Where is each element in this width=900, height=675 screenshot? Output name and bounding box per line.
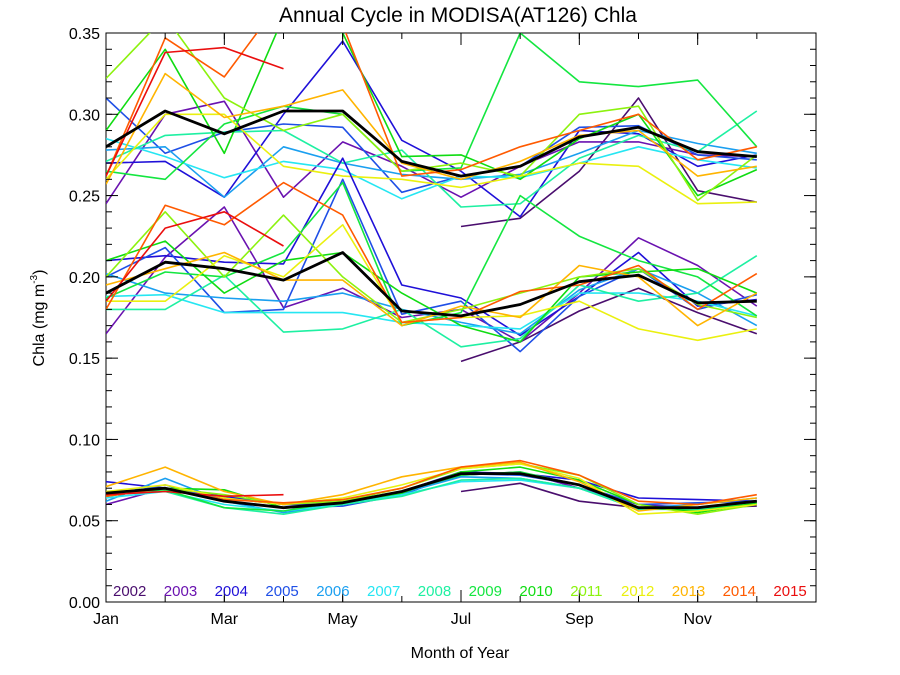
legend-label-2002: 2002 xyxy=(113,583,146,600)
axes: Jan Mar May Jul Sep Nov 0.00 0.05 0.10 0.15 0.20 0.… xyxy=(69,26,817,628)
legend-label-2012: 2012 xyxy=(621,583,654,600)
x-tick-label: Sep xyxy=(565,611,594,628)
series-line-15 xyxy=(106,109,757,178)
y-axis-label-close: ) xyxy=(31,270,48,275)
series-line-14 xyxy=(106,46,284,177)
series-line-11 xyxy=(106,113,757,205)
series-line-2 xyxy=(106,100,757,205)
legend-label-2008: 2008 xyxy=(418,583,451,600)
x-tick-label: Mar xyxy=(211,611,239,628)
y-tick-label: 0.25 xyxy=(69,189,100,206)
legend-label-2013: 2013 xyxy=(672,583,705,600)
legend-label-2011: 2011 xyxy=(570,583,602,600)
x-tick-label: Jan xyxy=(93,611,119,628)
legend-label-2007: 2007 xyxy=(367,583,400,600)
series-line-42 xyxy=(106,461,757,512)
series-line-22 xyxy=(106,255,758,348)
legend-label-2010: 2010 xyxy=(519,583,552,600)
series-line-28 xyxy=(106,181,758,324)
x-axis-label: Month of Year xyxy=(411,645,510,662)
chart-title: Annual Cycle in MODISA(AT126) Chla xyxy=(279,4,637,27)
series-lines xyxy=(106,33,758,516)
y-tick-label: 0.30 xyxy=(69,107,100,124)
y-tick-label: 0.10 xyxy=(69,432,100,449)
series-line-30 xyxy=(106,251,757,318)
series-line-13 xyxy=(106,33,757,177)
legend-label-2003: 2003 xyxy=(164,583,197,600)
legend-label-2004: 2004 xyxy=(215,583,248,600)
series-line-23 xyxy=(106,181,758,327)
y-tick-label: 0.35 xyxy=(69,26,100,43)
series-line-6 xyxy=(106,137,757,200)
y-axis-label: Chla (mg m-3) xyxy=(29,270,48,367)
legend-label-2014: 2014 xyxy=(723,583,756,600)
y-axis-label-main: Chla (mg m xyxy=(31,284,48,367)
y-tick-label: 0.15 xyxy=(69,351,100,368)
legend-label-2005: 2005 xyxy=(265,583,298,600)
legend-label-2006: 2006 xyxy=(316,583,349,600)
x-tick-label: Jul xyxy=(451,611,471,628)
series-line-9 xyxy=(106,33,758,197)
legend-label-2015: 2015 xyxy=(773,583,806,600)
legend: 2002 2003 2004 2005 2006 2007 2008 2009 2010 2011… xyxy=(113,583,807,600)
series-line-45 xyxy=(106,472,757,510)
x-tick-label: Nov xyxy=(683,611,711,628)
series-line-29 xyxy=(106,211,284,302)
y-tick-label: 0.20 xyxy=(69,270,100,287)
series-line-18 xyxy=(106,157,757,337)
series-line-12 xyxy=(106,72,757,185)
series-line-16 xyxy=(460,287,758,363)
series-line-21 xyxy=(106,292,757,330)
y-tick-label: 0.00 xyxy=(69,595,100,612)
y-tick-label: 0.05 xyxy=(69,514,100,531)
series-line-24 xyxy=(106,240,758,343)
y-axis-label-sup: -3 xyxy=(29,274,40,283)
series-line-27 xyxy=(106,251,758,327)
x-tick-label: May xyxy=(328,611,358,628)
legend-label-2009: 2009 xyxy=(469,583,502,600)
